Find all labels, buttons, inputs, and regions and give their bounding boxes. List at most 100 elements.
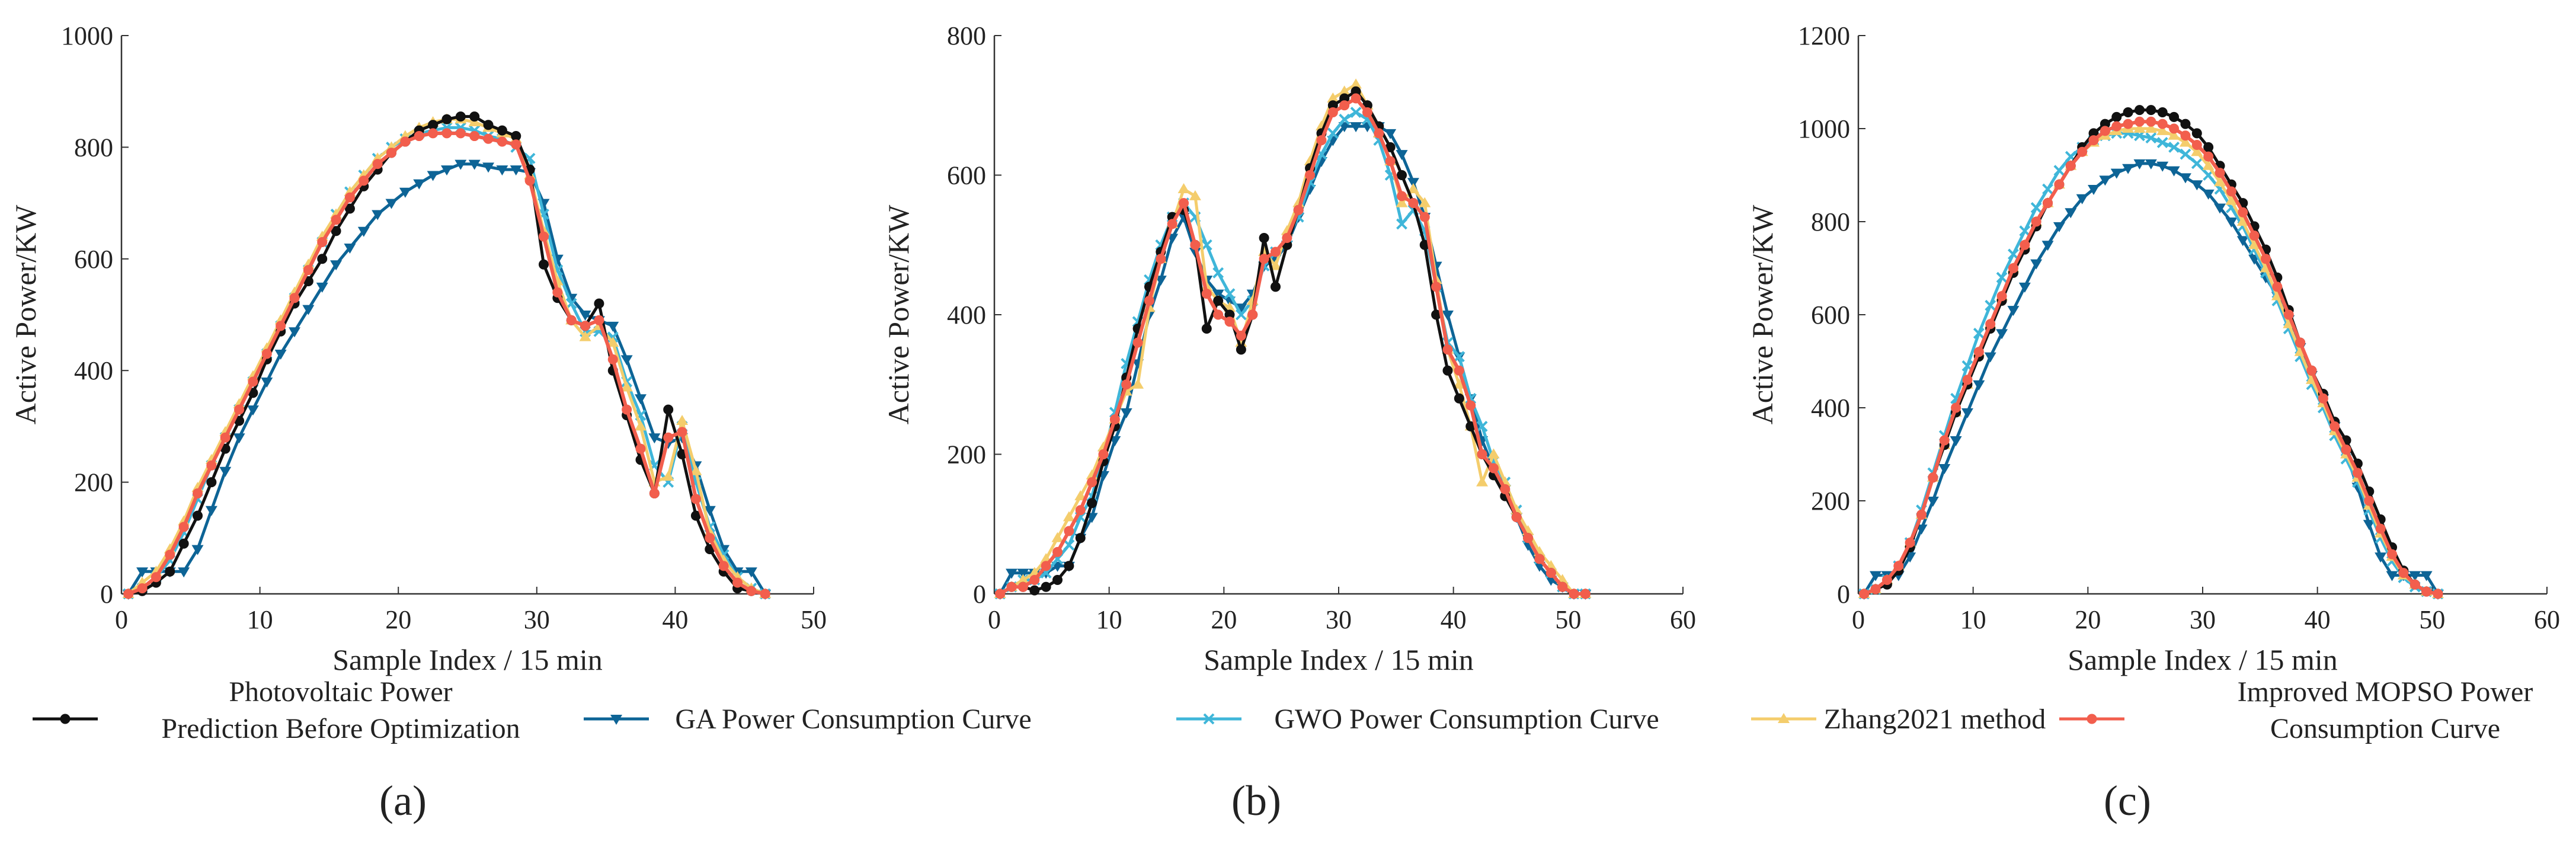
data-point-mopso bbox=[1859, 589, 1870, 599]
data-point-pv bbox=[1029, 585, 1040, 596]
data-point-pv bbox=[441, 114, 452, 124]
data-point-mopso bbox=[1052, 546, 1063, 557]
data-point-ga bbox=[385, 199, 398, 209]
data-point-mopso bbox=[1534, 554, 1545, 564]
data-point-zhang bbox=[2191, 146, 2203, 156]
data-point-mopso bbox=[622, 404, 632, 415]
data-point-mopso bbox=[1928, 472, 1938, 483]
data-point-mopso bbox=[1488, 463, 1499, 474]
data-point-pv bbox=[455, 111, 466, 122]
y-tick-label: 0 bbox=[1837, 580, 1850, 609]
data-point-ga bbox=[261, 378, 273, 388]
data-point-gwo bbox=[2180, 148, 2191, 160]
data-point-mopso bbox=[1236, 330, 1246, 341]
series-zhang bbox=[1858, 123, 2444, 598]
series-mopso bbox=[1859, 116, 2443, 599]
data-point-mopso bbox=[1098, 449, 1109, 459]
data-point-mopso bbox=[1545, 568, 1556, 578]
data-point-gwo bbox=[1339, 113, 1351, 125]
data-point-mopso bbox=[1006, 581, 1017, 592]
data-point-ga bbox=[247, 405, 259, 416]
legend-label-gwo: GWO Power Consumption Curve bbox=[1274, 704, 1659, 735]
x-tick-label: 40 bbox=[1441, 605, 1467, 634]
data-point-ga bbox=[2122, 164, 2135, 174]
data-point-ga bbox=[302, 305, 315, 315]
data-point-ga bbox=[219, 466, 232, 477]
data-point-ga bbox=[1154, 276, 1167, 286]
series-line-gwo bbox=[127, 126, 766, 596]
data-point-pv bbox=[1454, 393, 1464, 404]
data-point-ga bbox=[357, 226, 370, 237]
data-point-pv bbox=[165, 566, 175, 577]
legend-item-ga: GA Power Consumption Curve bbox=[584, 704, 1032, 735]
data-point-ga bbox=[2375, 552, 2387, 563]
data-point-mopso bbox=[165, 549, 175, 560]
x-tick-label: 30 bbox=[1326, 605, 1352, 634]
data-point-ga bbox=[2007, 306, 2020, 316]
data-point-mopso bbox=[261, 348, 272, 359]
data-point-pv bbox=[331, 226, 341, 236]
data-point-mopso bbox=[1881, 574, 1892, 585]
data-point-zhang bbox=[1476, 476, 1489, 487]
data-point-zhang bbox=[620, 381, 633, 392]
data-point-ga bbox=[440, 165, 453, 176]
legend-item-gwo: GWO Power Consumption Curve bbox=[1176, 704, 1659, 735]
legend-label-line: Improved MOPSO Power bbox=[2238, 676, 2533, 708]
series-line-pv bbox=[999, 89, 1586, 596]
data-point-mopso bbox=[2065, 161, 2076, 171]
data-point-mopso bbox=[2318, 393, 2328, 404]
data-point-mopso bbox=[317, 237, 328, 248]
data-point-mopso bbox=[137, 583, 148, 594]
data-point-mopso bbox=[1064, 526, 1074, 536]
data-point-mopso bbox=[151, 572, 161, 583]
data-point-mopso bbox=[705, 533, 715, 543]
series-pv bbox=[1859, 105, 2443, 599]
data-point-mopso bbox=[1870, 584, 1881, 594]
data-point-ga bbox=[344, 243, 356, 254]
data-point-mopso bbox=[690, 494, 701, 504]
data-point-zhang bbox=[676, 414, 689, 425]
data-point-mopso bbox=[1419, 212, 1430, 222]
x-tick-label: 50 bbox=[801, 605, 827, 634]
chart-panel-3: 0 10 20 30 40 50 60020040060080010001200Sample… bbox=[1746, 21, 2560, 824]
data-point-mopso bbox=[1362, 107, 1372, 118]
legend-label-pv: Photovoltaic Power Prediction Before Opti… bbox=[161, 676, 520, 744]
data-point-ga bbox=[2386, 571, 2398, 581]
data-point-mopso bbox=[1454, 365, 1464, 376]
series-pv bbox=[995, 86, 1591, 599]
data-point-pv bbox=[1270, 282, 1281, 292]
data-point-ga bbox=[178, 567, 190, 578]
data-point-zhang bbox=[2156, 124, 2169, 135]
y-tick-label: 200 bbox=[1811, 487, 1850, 516]
data-point-mopso bbox=[2111, 121, 2122, 132]
data-point-ga bbox=[579, 311, 591, 321]
data-point-mopso bbox=[372, 159, 383, 170]
data-point-mopso bbox=[2191, 139, 2202, 150]
data-point-mopso bbox=[2398, 568, 2409, 578]
data-point-ga bbox=[399, 187, 411, 198]
y-tick-label: 1000 bbox=[61, 21, 113, 50]
data-point-mopso bbox=[2433, 589, 2443, 599]
data-point-zhang bbox=[1269, 260, 1282, 270]
data-point-pv bbox=[2203, 142, 2214, 152]
data-point-gwo bbox=[1327, 127, 1339, 139]
series-pv bbox=[123, 111, 770, 599]
data-point-mopso bbox=[331, 215, 341, 225]
data-point-pv bbox=[192, 510, 203, 521]
series-line-zhang bbox=[999, 82, 1586, 596]
series-line-zhang bbox=[1863, 127, 2439, 596]
data-point-mopso bbox=[2421, 586, 2432, 597]
data-point-mopso bbox=[1190, 239, 1201, 250]
data-point-mopso bbox=[1557, 581, 1568, 592]
data-point-mopso bbox=[635, 443, 646, 454]
data-point-ga bbox=[2053, 222, 2065, 232]
data-point-ga bbox=[2065, 208, 2077, 219]
data-point-mopso bbox=[2077, 146, 2088, 157]
x-tick-label: 40 bbox=[662, 605, 688, 634]
data-point-pv bbox=[1259, 232, 1269, 243]
y-tick-label: 0 bbox=[100, 580, 113, 609]
series-ga bbox=[1858, 159, 2444, 600]
data-point-ga bbox=[2214, 203, 2226, 214]
x-tick-label: 60 bbox=[2534, 605, 2560, 634]
data-point-pv bbox=[2111, 111, 2122, 122]
